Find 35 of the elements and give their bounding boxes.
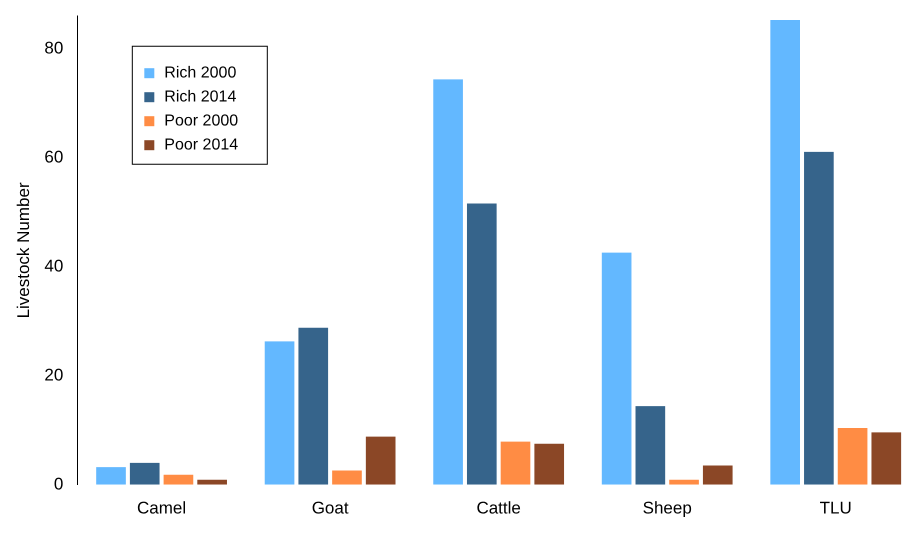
bar xyxy=(669,480,699,485)
bar xyxy=(332,470,362,485)
legend-label: Poor 2000 xyxy=(164,112,238,130)
bar xyxy=(197,480,227,485)
bar xyxy=(366,436,396,485)
x-tick-label: TLU xyxy=(820,498,852,518)
bar xyxy=(130,462,160,485)
bar xyxy=(838,428,868,485)
bar xyxy=(804,152,834,485)
legend-label: Rich 2014 xyxy=(164,88,236,106)
bar xyxy=(534,444,564,485)
bar xyxy=(602,252,632,485)
bar xyxy=(466,204,497,485)
bar xyxy=(164,474,194,485)
bar xyxy=(298,328,328,485)
y-tick-label: 60 xyxy=(44,147,64,166)
bar xyxy=(96,467,126,485)
bar xyxy=(770,20,800,485)
x-tick-label: Camel xyxy=(137,498,186,518)
bar xyxy=(264,341,294,485)
legend-label: Poor 2014 xyxy=(164,136,238,154)
x-tick-label: Goat xyxy=(312,498,349,518)
legend-label: Rich 2000 xyxy=(164,64,236,82)
bar xyxy=(433,79,463,485)
y-axis-title: Livestock Number xyxy=(14,182,33,318)
x-tick-label: Cattle xyxy=(476,498,521,518)
bar xyxy=(636,406,666,485)
bar xyxy=(702,466,733,485)
bar xyxy=(500,442,530,485)
y-tick-label: 80 xyxy=(44,38,64,58)
y-tick-label: 20 xyxy=(44,365,64,384)
y-tick-label: 0 xyxy=(54,474,64,494)
x-tick-label: Sheep xyxy=(642,498,692,518)
y-tick-label: 40 xyxy=(44,256,64,276)
bar xyxy=(871,432,902,485)
